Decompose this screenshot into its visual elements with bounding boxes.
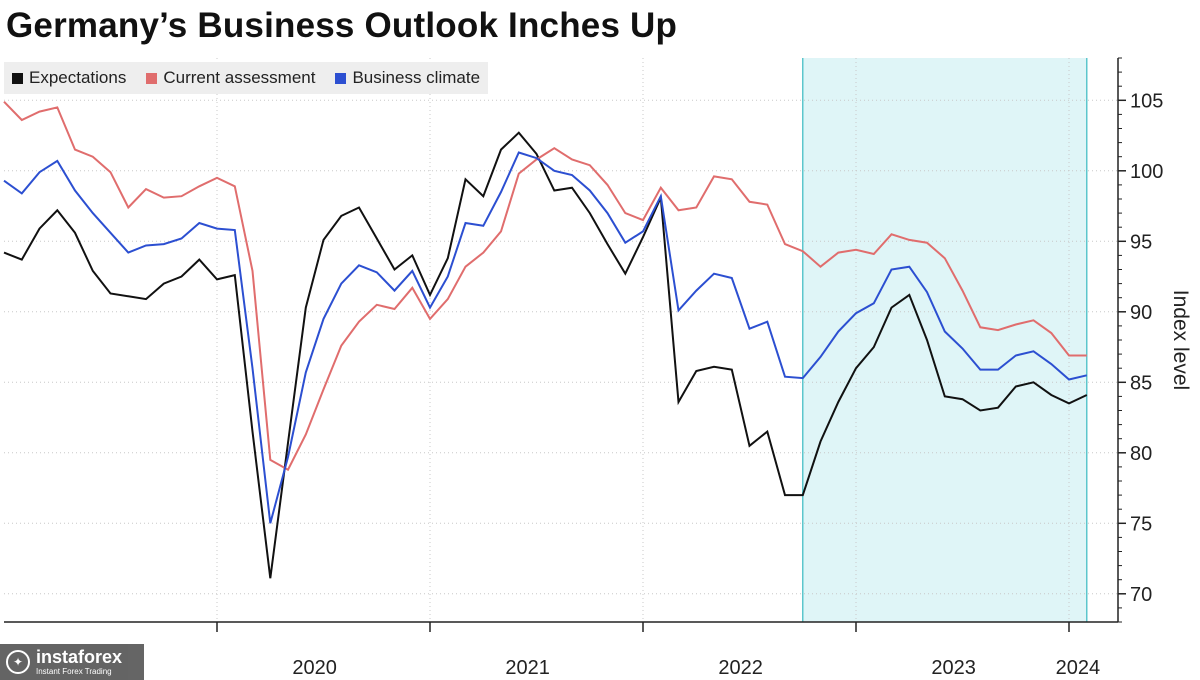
y-tick-label: 90 [1130,302,1152,324]
series-line-expectations [3,131,1088,579]
series-line-current-assessment [3,101,1087,472]
watermark-brand: instaforex [36,647,123,667]
legend-item-expectations: Expectations [12,68,126,88]
y-tick-label: 80 [1130,443,1152,465]
legend-label-current-assessment: Current assessment [163,68,316,87]
legend-label-business-climate: Business climate [352,68,481,87]
chart-title: Germany’s Business Outlook Inches Up [6,6,678,45]
y-tick-label: 95 [1130,231,1152,253]
x-tick-label: 2022 [718,657,763,679]
legend-swatch-current-assessment [146,72,158,84]
y-tick-label: 85 [1130,372,1152,394]
y-tick-label: 75 [1130,513,1152,535]
y-tick-label: 100 [1130,161,1163,183]
watermark-tagline: Instant Forex Trading [36,667,112,676]
legend-item-business-climate: Business climate [335,68,480,88]
y-tick-label: 105 [1130,90,1163,112]
x-tick-label: 2020 [292,657,337,679]
instaforex-logo-icon: ✦ [6,650,30,674]
y-tick-label: 70 [1130,584,1152,606]
legend-item-current-assessment: Current assessment [146,68,315,88]
series-line-business-climate [3,151,1088,524]
y-axis-label: Index level [1169,289,1192,391]
x-tick-label: 2021 [505,657,550,679]
x-tick-label: 2024 [1056,657,1101,679]
legend-swatch-business-climate [335,72,347,84]
legend-label-expectations: Expectations [29,68,127,87]
legend-swatch-expectations [12,72,23,84]
x-tick-label: 2023 [931,657,976,679]
highlight-band [802,58,1087,622]
chart-legend: Expectations Current assessment Business… [4,62,489,94]
instaforex-watermark: ✦ instaforex Instant Forex Trading [0,644,144,680]
